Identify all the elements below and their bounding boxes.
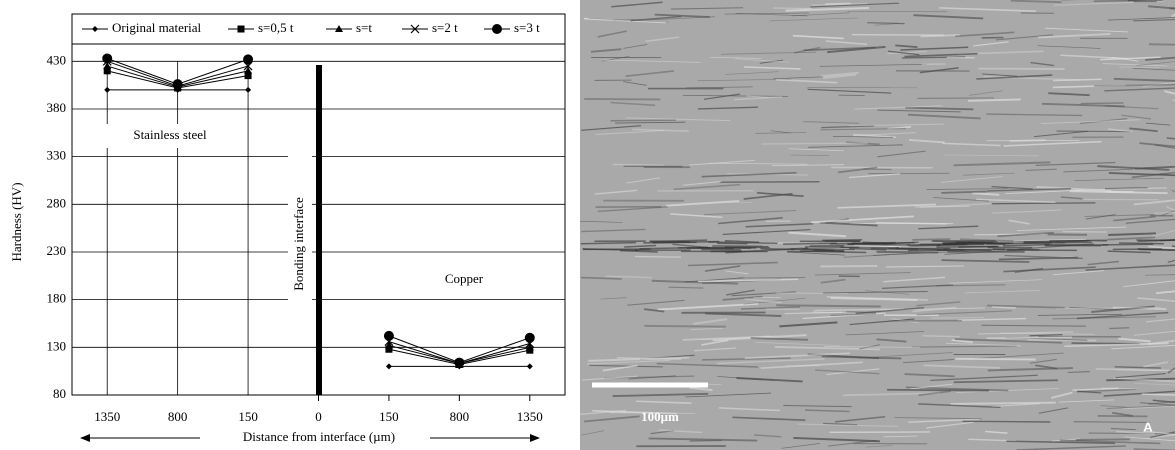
texture-streak: [1057, 131, 1131, 132]
texture-band: [787, 251, 844, 252]
y-tick-label: 180: [47, 291, 67, 306]
texture-streak: [912, 239, 950, 240]
texture-streak: [635, 256, 681, 257]
legend-label: Original material: [112, 20, 202, 35]
legend-label: s=0,5 t: [258, 20, 294, 35]
panel-label: A: [1143, 419, 1153, 434]
y-tick-label: 230: [47, 243, 67, 258]
texture-streak: [992, 203, 1096, 204]
y-tick-label: 130: [47, 338, 67, 353]
texture-streak: [1081, 103, 1124, 104]
legend-label: s=2 t: [432, 20, 458, 35]
texture-band: [760, 249, 794, 250]
texture-band: [1023, 242, 1092, 243]
texture-streak: [644, 326, 725, 327]
marker: [525, 333, 535, 343]
marker: [102, 53, 112, 63]
texture-band: [649, 241, 690, 242]
marker: [454, 358, 464, 368]
texture-band: [942, 243, 993, 244]
texture-streak: [776, 305, 880, 306]
marker: [384, 331, 394, 341]
y-tick-label: 430: [47, 52, 67, 67]
texture-band: [1139, 250, 1175, 251]
y-tick-label: 280: [47, 195, 67, 210]
texture-streak: [738, 278, 805, 279]
texture-streak: [1098, 416, 1148, 417]
texture-streak: [690, 440, 722, 441]
texture-streak: [1076, 439, 1130, 440]
texture-streak: [1109, 328, 1129, 329]
texture-streak: [956, 359, 1036, 360]
marker: [238, 26, 245, 33]
texture-streak: [877, 252, 938, 253]
texture-streak: [825, 3, 851, 4]
x-tick-label: 150: [379, 409, 399, 424]
figure: Hardness (HV) Distance from interface (µ…: [0, 0, 1175, 450]
annotation: Stainless steel: [133, 127, 207, 142]
y-tick-label: 380: [47, 100, 67, 115]
texture-band: [1102, 244, 1154, 245]
texture-streak: [584, 99, 660, 100]
texture-streak: [922, 336, 959, 337]
x-tick-label: 1350: [517, 409, 543, 424]
y-tick-label: 330: [47, 148, 67, 163]
texture-streak: [613, 164, 664, 165]
texture-streak: [1142, 394, 1175, 395]
x-tick-label: 0: [315, 409, 322, 424]
texture-streak: [968, 99, 1021, 100]
texture-streak: [887, 390, 989, 391]
x-axis-label: Distance from interface (µm): [243, 429, 395, 444]
texture-band: [822, 240, 862, 241]
marker: [173, 79, 183, 89]
y-axis-label: Hardness (HV): [9, 182, 24, 261]
x-tick-label: 800: [450, 409, 470, 424]
marker: [492, 24, 502, 34]
texture-streak: [1167, 138, 1175, 139]
texture-streak: [987, 337, 1072, 338]
annotation: Bonding interface: [291, 197, 306, 291]
texture-streak: [963, 421, 1051, 422]
texture-streak: [611, 120, 676, 121]
texture-band: [783, 243, 837, 244]
marker: [243, 54, 253, 64]
legend-label: s=t: [356, 20, 372, 35]
texture-streak: [951, 403, 1056, 404]
x-tick-label: 1350: [94, 409, 120, 424]
x-tick-label: 150: [238, 409, 258, 424]
texture-band: [1119, 243, 1164, 244]
y-tick-label: 80: [53, 386, 66, 401]
legend-label: s=3 t: [514, 20, 540, 35]
x-tick-label: 800: [168, 409, 188, 424]
texture-band: [847, 244, 910, 245]
annotation: Copper: [445, 271, 484, 286]
scale-bar-label: 100μm: [641, 409, 679, 424]
